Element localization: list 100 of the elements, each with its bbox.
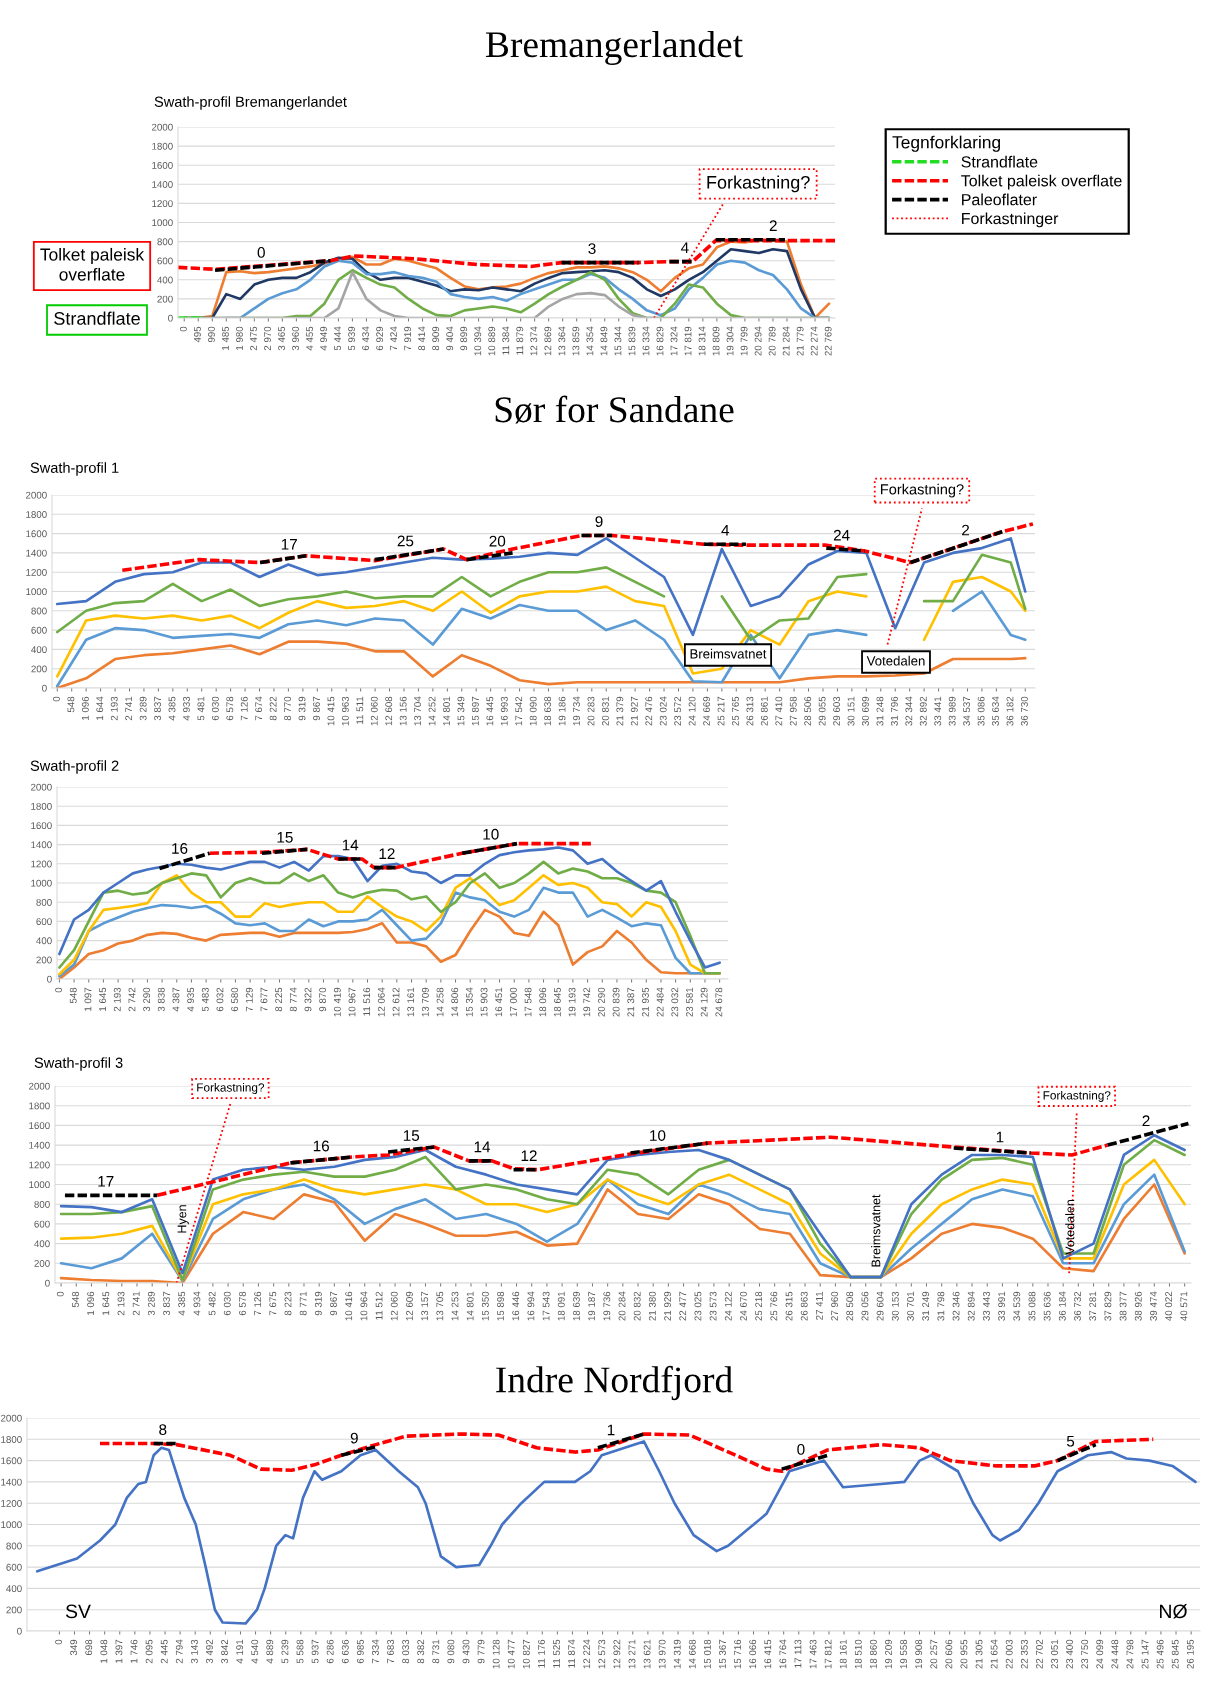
x-tick-label: 30 701 bbox=[907, 1291, 914, 1321]
x-tick-label: 6 929 bbox=[376, 326, 384, 351]
x-tick-label: 16 993 bbox=[500, 696, 508, 726]
x-tick-label: 25 496 bbox=[1156, 1639, 1164, 1669]
y-tick-label: 400 bbox=[157, 276, 173, 284]
y-tick-label: 2000 bbox=[29, 1082, 50, 1090]
x-tick-label: 16 994 bbox=[527, 1291, 535, 1321]
x-tick-label: 21 305 bbox=[975, 1639, 983, 1669]
x-tick-label: 25 766 bbox=[770, 1291, 778, 1321]
x-tick-label: 24 798 bbox=[1126, 1639, 1134, 1669]
x-tick-label: 11 516 bbox=[363, 987, 371, 1016]
x-tick-label: 2 741 bbox=[132, 1291, 140, 1316]
x-tick-label: 12 060 bbox=[390, 1291, 398, 1321]
text: Tolket paleisk overflate bbox=[40, 247, 145, 281]
x-tick-label: 7 677 bbox=[260, 987, 268, 1012]
x-tick-label: 13 621 bbox=[643, 1639, 651, 1669]
annotation: 1 bbox=[996, 1131, 1004, 1143]
x-tick-label: 12 064 bbox=[377, 987, 385, 1017]
chart-subtitle: Swath-profil Bremangerlandet bbox=[154, 96, 347, 110]
x-tick-label: 22 274 bbox=[810, 326, 818, 356]
x-tick-label: 23 572 bbox=[674, 696, 682, 726]
annotation: Forkastning? bbox=[707, 175, 810, 193]
y-tick-label: 1800 bbox=[152, 142, 173, 150]
x-tick-label: 7 919 bbox=[404, 326, 412, 351]
y-tick-label: 1400 bbox=[152, 181, 173, 188]
x-tick-label: 8 771 bbox=[299, 1291, 307, 1316]
x-tick-label: 6 578 bbox=[226, 696, 234, 721]
x-tick-label: 1 980 bbox=[236, 326, 243, 350]
y-tick-label: 1000 bbox=[31, 879, 52, 887]
x-tick-label: 40 022 bbox=[1165, 1291, 1173, 1321]
annotation: NØ bbox=[1160, 1604, 1187, 1619]
x-tick-label: 18 860 bbox=[869, 1639, 877, 1669]
x-tick-label: 17 542 bbox=[515, 696, 523, 726]
x-tick-label: 15 897 bbox=[471, 696, 479, 726]
x-tick-label: 17 543 bbox=[542, 1291, 550, 1321]
y-tick-label: 800 bbox=[157, 238, 173, 246]
x-tick-label: 10 419 bbox=[333, 987, 341, 1017]
x-tick-label: 11 879 bbox=[516, 326, 524, 355]
x-tick-label: 28 508 bbox=[846, 1291, 854, 1321]
x-tick-label: 22 003 bbox=[1005, 1639, 1013, 1669]
x-tick-label: 23 032 bbox=[671, 987, 679, 1017]
x-tick-label: 11 511 bbox=[356, 696, 364, 724]
x-tick-label: 9 899 bbox=[460, 326, 468, 351]
y-tick-label: 600 bbox=[31, 626, 47, 634]
chart-title: Sør for Sandane bbox=[495, 395, 734, 424]
x-tick-label: 29 603 bbox=[833, 696, 841, 726]
x-tick-label: 10 963 bbox=[341, 696, 349, 726]
y-tick-label: 200 bbox=[31, 665, 47, 673]
x-tick-label: 18 314 bbox=[698, 326, 706, 356]
x-tick-label: 15 903 bbox=[480, 987, 488, 1017]
x-tick-label: 15 349 bbox=[457, 696, 465, 726]
x-tick-label: 15 354 bbox=[465, 987, 473, 1017]
y-tick-label: 800 bbox=[34, 1200, 50, 1208]
x-tick-label: 24 669 bbox=[703, 696, 710, 726]
x-tick-label: 17 548 bbox=[524, 987, 532, 1017]
x-tick-label: 13 709 bbox=[421, 987, 429, 1017]
x-tick-label: 2 193 bbox=[117, 1291, 125, 1316]
x-tick-label: 24 122 bbox=[724, 1291, 732, 1321]
x-tick-label: 33 441 bbox=[934, 696, 942, 726]
annotation: 17 bbox=[98, 1176, 114, 1187]
x-tick-label: 8 770 bbox=[284, 696, 291, 721]
y-tick-label: 1000 bbox=[1, 1521, 22, 1529]
annotation: 12 bbox=[379, 848, 395, 859]
y-tick-label: 400 bbox=[36, 937, 52, 945]
x-tick-label: 13 705 bbox=[436, 1291, 444, 1321]
x-tick-label: 19 799 bbox=[740, 326, 748, 356]
y-tick-label: 600 bbox=[157, 257, 173, 265]
x-tick-label: 26 315 bbox=[785, 1291, 793, 1321]
annotation: Forkastning? bbox=[1043, 1090, 1111, 1102]
x-tick-label: 25 217 bbox=[717, 696, 725, 726]
x-tick-label: 5 588 bbox=[296, 1639, 304, 1664]
x-tick-label: 7 126 bbox=[254, 1291, 262, 1316]
x-tick-label: 11 874 bbox=[568, 1639, 576, 1668]
annotation: 2 bbox=[1142, 1115, 1150, 1127]
x-tick-label: 20 290 bbox=[597, 987, 605, 1017]
x-tick-label: 36 184 bbox=[1058, 1291, 1066, 1321]
x-tick-label: 33 991 bbox=[998, 1291, 1006, 1321]
x-tick-label: 16 446 bbox=[512, 1291, 520, 1321]
x-tick-label: 15 839 bbox=[628, 326, 636, 356]
annotation: 16 bbox=[313, 1140, 329, 1152]
y-tick-label: 200 bbox=[34, 1260, 50, 1267]
x-tick-label: 4 191 bbox=[236, 1639, 244, 1664]
y-tick-label: 200 bbox=[157, 295, 173, 303]
annotation: Hyen bbox=[177, 1205, 189, 1233]
x-tick-label: 34 537 bbox=[963, 696, 971, 726]
y-tick-label: 1400 bbox=[1, 1478, 22, 1486]
x-tick-label: 2 475 bbox=[250, 326, 257, 351]
x-tick-label: 18 510 bbox=[854, 1639, 862, 1669]
x-tick-label: 10 416 bbox=[345, 1291, 353, 1321]
y-tick-label: 400 bbox=[34, 1240, 50, 1248]
x-tick-label: 4 385 bbox=[178, 1291, 186, 1316]
x-tick-label: 8 382 bbox=[417, 1639, 425, 1664]
x-tick-label: 20 283 bbox=[587, 696, 595, 726]
x-tick-label: 32 892 bbox=[919, 696, 927, 726]
x-tick-label: 1 096 bbox=[81, 696, 89, 720]
annotation: 16 bbox=[172, 843, 188, 854]
x-tick-label: 38 377 bbox=[1119, 1291, 1127, 1321]
x-tick-label: 10 964 bbox=[360, 1291, 368, 1321]
x-tick-label: 7 674 bbox=[255, 696, 263, 721]
x-tick-label: 14 668 bbox=[688, 1639, 696, 1669]
